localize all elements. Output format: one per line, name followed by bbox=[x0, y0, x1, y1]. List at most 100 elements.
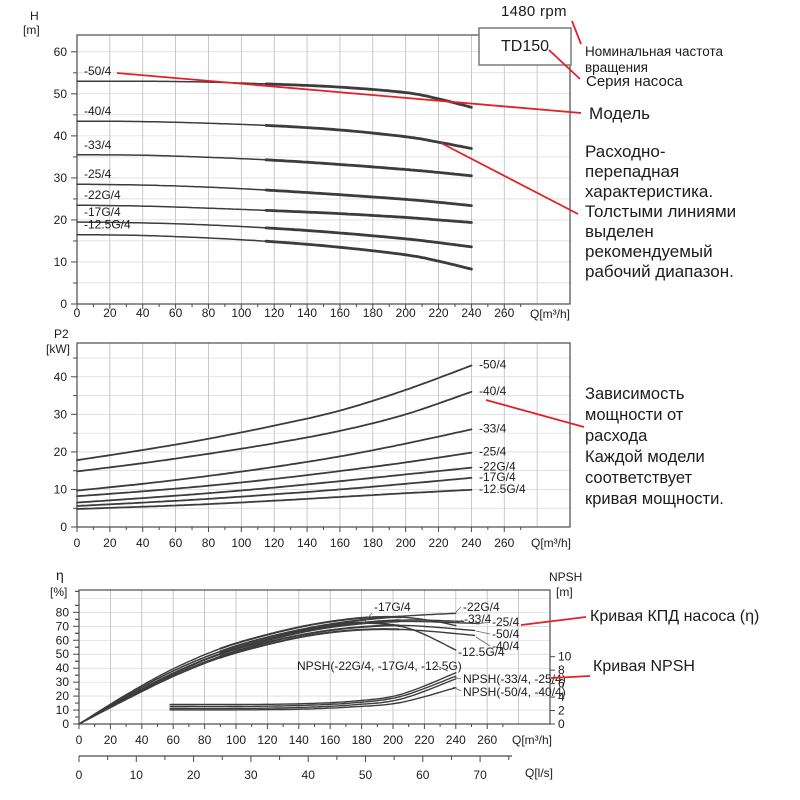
curve-label: -12.5G/4 bbox=[84, 218, 131, 232]
axis-tick-label: 260 bbox=[477, 733, 497, 747]
curve-label: -22G/4 bbox=[479, 460, 516, 474]
axis-tick-label: 60 bbox=[416, 768, 430, 782]
curve-label: -50/4 bbox=[492, 627, 520, 641]
axis-tick-label: 50 bbox=[359, 768, 373, 782]
p2-curve--40/4 bbox=[76, 390, 473, 473]
note-efficiency-curve: Кривая КПД насоса (η) bbox=[590, 608, 760, 625]
curve-label: -33/4 bbox=[479, 421, 507, 435]
annotation-pointer-line bbox=[520, 616, 587, 626]
axis-tick-label: 80 bbox=[198, 733, 212, 747]
axis-tick-label: 100 bbox=[231, 536, 251, 550]
axis-tick-label: 120 bbox=[264, 536, 284, 550]
curve-label: -17G/4 bbox=[479, 470, 516, 484]
axis-tick-label: 20 bbox=[103, 306, 117, 320]
axis-tick-label: 10 bbox=[130, 768, 144, 782]
h-curve-thick--40/4 bbox=[264, 124, 473, 150]
axis-tick-label: 220 bbox=[429, 306, 449, 320]
x-axis-title: Q[m³/h] bbox=[512, 733, 552, 747]
npsh-curve-0 bbox=[169, 672, 457, 706]
annotation-pointer-line bbox=[550, 675, 591, 679]
axis-tick-label: 60 bbox=[167, 733, 181, 747]
axis-tick-label: 50 bbox=[56, 647, 70, 661]
curve-label: -25/4 bbox=[492, 615, 520, 629]
y-axis-title: P2 bbox=[54, 327, 69, 341]
axis-tick-label: 30 bbox=[244, 768, 258, 782]
y-axis-title: η bbox=[56, 567, 64, 583]
p2-curve--33/4 bbox=[76, 428, 473, 492]
axis-tick-label: 120 bbox=[264, 306, 284, 320]
note-pump-series: Серия насоса bbox=[586, 73, 683, 90]
p2-curve--12.5G/4 bbox=[76, 488, 473, 510]
eff-curve-thick--17G/4 bbox=[219, 615, 402, 650]
axis-tick-label: 100 bbox=[226, 733, 246, 747]
y-axis-unit: [kW] bbox=[46, 342, 70, 356]
axis-tick-label: 140 bbox=[289, 733, 309, 747]
y-axis-unit: [m] bbox=[23, 23, 40, 37]
axis-tick-label: 180 bbox=[363, 536, 383, 550]
axis-tick-label: 40 bbox=[54, 129, 68, 143]
axis-tick-label: 50 bbox=[54, 87, 68, 101]
axis-tick-label: 20 bbox=[56, 689, 70, 703]
axis-tick-label: 0 bbox=[76, 768, 83, 782]
axis-tick-label: 180 bbox=[363, 306, 383, 320]
axis-tick-label: 100 bbox=[231, 306, 251, 320]
axis-tick-label: 10 bbox=[558, 650, 572, 664]
axis-tick-label: 8 bbox=[558, 663, 565, 677]
axis-tick-label: 140 bbox=[297, 536, 317, 550]
curve-label: -22G/4 bbox=[463, 600, 500, 614]
h-curve-thick--33/4 bbox=[264, 158, 473, 178]
curve-label: -50/4 bbox=[479, 358, 507, 372]
axis-tick-label: 200 bbox=[383, 733, 403, 747]
h-curve-thick--12.5G/4 bbox=[264, 239, 473, 271]
axis-tick-label: 10 bbox=[54, 482, 68, 496]
axis-tick-label: 80 bbox=[56, 605, 70, 619]
note-power-curve: Зависимость мощности от расхода Каждой м… bbox=[585, 385, 724, 508]
axis-tick-label: 10 bbox=[54, 255, 68, 269]
curve-label: -40/4 bbox=[479, 384, 507, 398]
npsh-curve-1 bbox=[169, 675, 457, 708]
curve-label: -12.5G/4 bbox=[458, 645, 505, 659]
note-nominal-speed: Номинальная частота вращения bbox=[585, 44, 724, 75]
axis-tick-label: 40 bbox=[302, 768, 316, 782]
x2-axis-title: Q[l/s] bbox=[525, 766, 553, 780]
p2-curve--22G/4 bbox=[76, 466, 473, 504]
axis-tick-label: 60 bbox=[169, 536, 183, 550]
axis-tick-label: 200 bbox=[396, 306, 416, 320]
axis-tick-label: 40 bbox=[56, 661, 70, 675]
y2-axis-title: NPSH bbox=[549, 570, 582, 584]
axis-tick-label: 0 bbox=[74, 536, 81, 550]
x-axis-title: Q[m³/h] bbox=[530, 307, 570, 321]
label-pointer-line bbox=[458, 619, 463, 623]
axis-tick-label: 40 bbox=[135, 733, 149, 747]
pump-series-box-frame bbox=[478, 27, 572, 66]
curve-label: -50/4 bbox=[84, 64, 112, 78]
axis-tick-label: 180 bbox=[352, 733, 372, 747]
label-pointer-line bbox=[362, 612, 373, 625]
rpm-label: 1480 rpm bbox=[501, 3, 567, 20]
p2-curve--50/4 bbox=[76, 364, 473, 462]
curve-label: -33/4 bbox=[84, 138, 112, 152]
axis-tick-label: 0 bbox=[60, 297, 67, 311]
pump-series-box: TD150 bbox=[500, 37, 550, 55]
h-curve-thick--25/4 bbox=[264, 188, 473, 208]
axis-tick-label: 240 bbox=[446, 733, 466, 747]
axis-tick-label: 40 bbox=[54, 370, 68, 384]
axis-tick-label: 200 bbox=[396, 536, 416, 550]
axis-tick-label: 40 bbox=[136, 306, 150, 320]
axis-tick-label: 30 bbox=[56, 675, 70, 689]
axis-tick-label: 20 bbox=[54, 213, 68, 227]
axis-tick-label: 20 bbox=[54, 445, 68, 459]
y2-axis-unit: [m] bbox=[556, 585, 573, 599]
axis-tick-label: 30 bbox=[54, 171, 68, 185]
axis-tick-label: 260 bbox=[494, 536, 514, 550]
npsh-curve-label: NPSH(-22G/4, -17G/4, -12.5G) bbox=[297, 659, 462, 673]
axis-tick-label: 10 bbox=[56, 703, 70, 717]
eff-curve-thick--12.5G/4 bbox=[219, 621, 401, 653]
note-npsh-curve: Кривая NPSH bbox=[593, 658, 695, 675]
label-pointer-line bbox=[475, 636, 491, 647]
axis-tick-label: 60 bbox=[54, 45, 68, 59]
axis-tick-label: 220 bbox=[429, 536, 449, 550]
label-pointer-line bbox=[476, 621, 491, 625]
